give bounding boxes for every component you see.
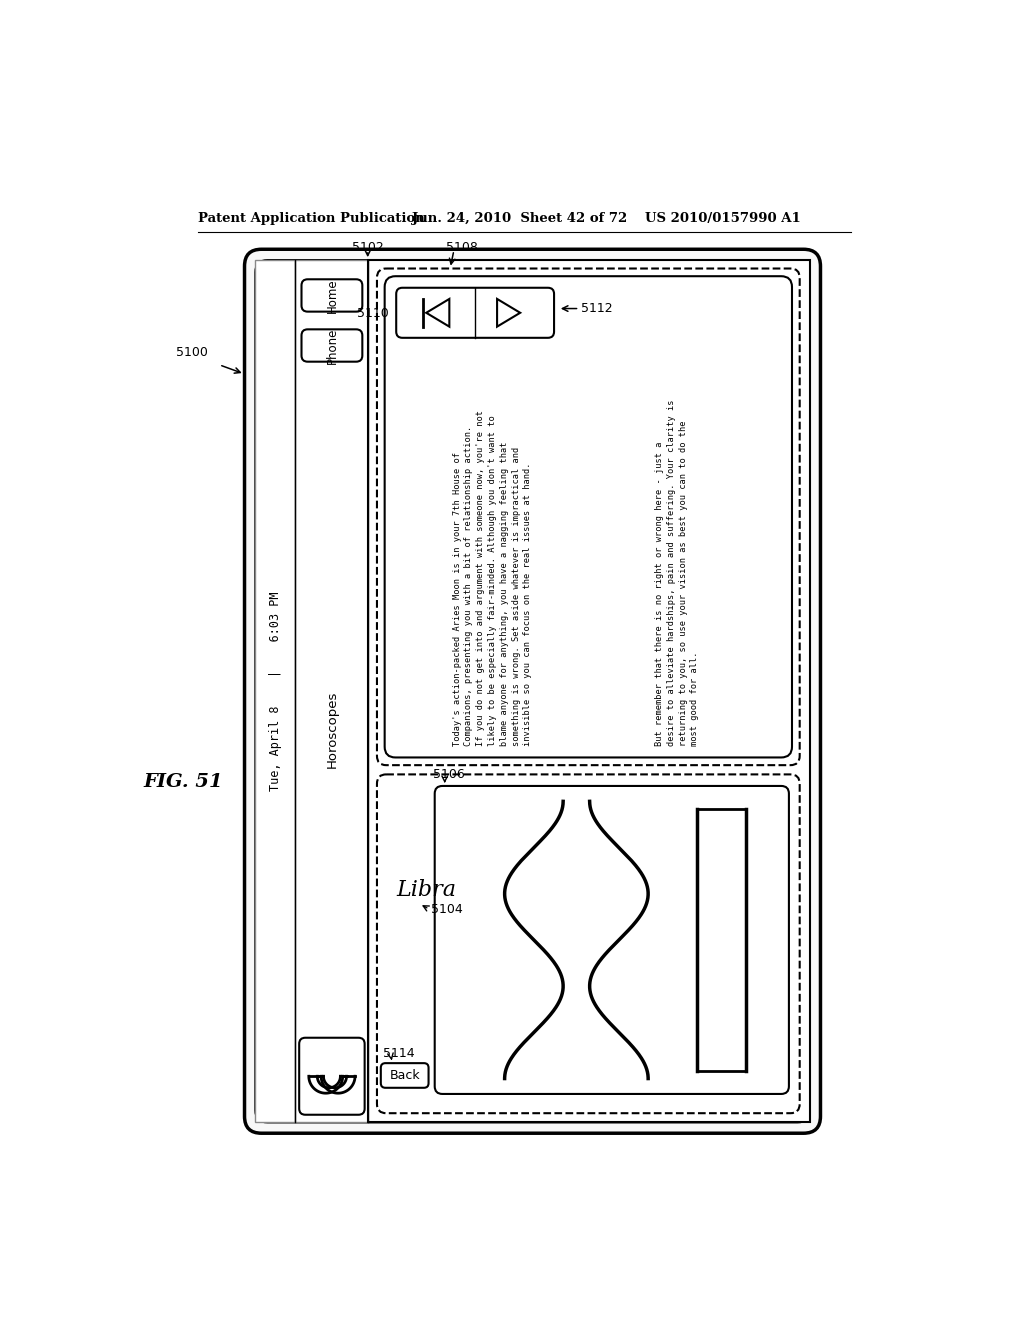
Text: Today's action-packed Aries Moon is in your 7th House of
Companions, presenting : Today's action-packed Aries Moon is in y…	[453, 411, 532, 746]
FancyBboxPatch shape	[377, 268, 800, 766]
FancyBboxPatch shape	[396, 288, 554, 338]
FancyBboxPatch shape	[377, 775, 800, 1113]
Text: Tue, April 8    |    6:03 PM: Tue, April 8 | 6:03 PM	[269, 591, 282, 791]
Text: 5112: 5112	[581, 302, 612, 315]
Polygon shape	[426, 298, 450, 326]
FancyBboxPatch shape	[301, 280, 362, 312]
Text: 5106: 5106	[433, 768, 465, 781]
Text: US 2010/0157990 A1: US 2010/0157990 A1	[645, 213, 801, 224]
Text: FIG. 51: FIG. 51	[143, 774, 223, 791]
Bar	[369, 260, 810, 1122]
Text: Jun. 24, 2010  Sheet 42 of 72: Jun. 24, 2010 Sheet 42 of 72	[412, 213, 627, 224]
FancyBboxPatch shape	[435, 785, 788, 1094]
Bar	[255, 260, 295, 1122]
Polygon shape	[497, 298, 520, 326]
Text: But remember that there is no right or wrong here - just a
desire to alleviate h: But remember that there is no right or w…	[655, 400, 699, 746]
FancyBboxPatch shape	[255, 260, 810, 1122]
Text: Horoscopes: Horoscopes	[326, 692, 338, 768]
FancyBboxPatch shape	[301, 330, 362, 362]
Text: Home: Home	[326, 279, 338, 313]
FancyBboxPatch shape	[385, 276, 792, 758]
Bar	[295, 260, 369, 1122]
Text: 5104: 5104	[431, 903, 463, 916]
FancyBboxPatch shape	[381, 1063, 429, 1088]
Text: Back: Back	[389, 1069, 420, 1082]
Text: Phone: Phone	[326, 327, 338, 364]
Text: 5102: 5102	[352, 242, 384, 255]
FancyBboxPatch shape	[245, 249, 820, 1133]
FancyBboxPatch shape	[299, 1038, 365, 1114]
Text: 5100: 5100	[176, 346, 208, 359]
Text: 5114: 5114	[383, 1047, 415, 1060]
Text: Patent Application Publication: Patent Application Publication	[199, 213, 425, 224]
Text: 5110: 5110	[356, 308, 388, 321]
Text: 5108: 5108	[445, 242, 477, 255]
Text: Libra: Libra	[396, 879, 457, 900]
